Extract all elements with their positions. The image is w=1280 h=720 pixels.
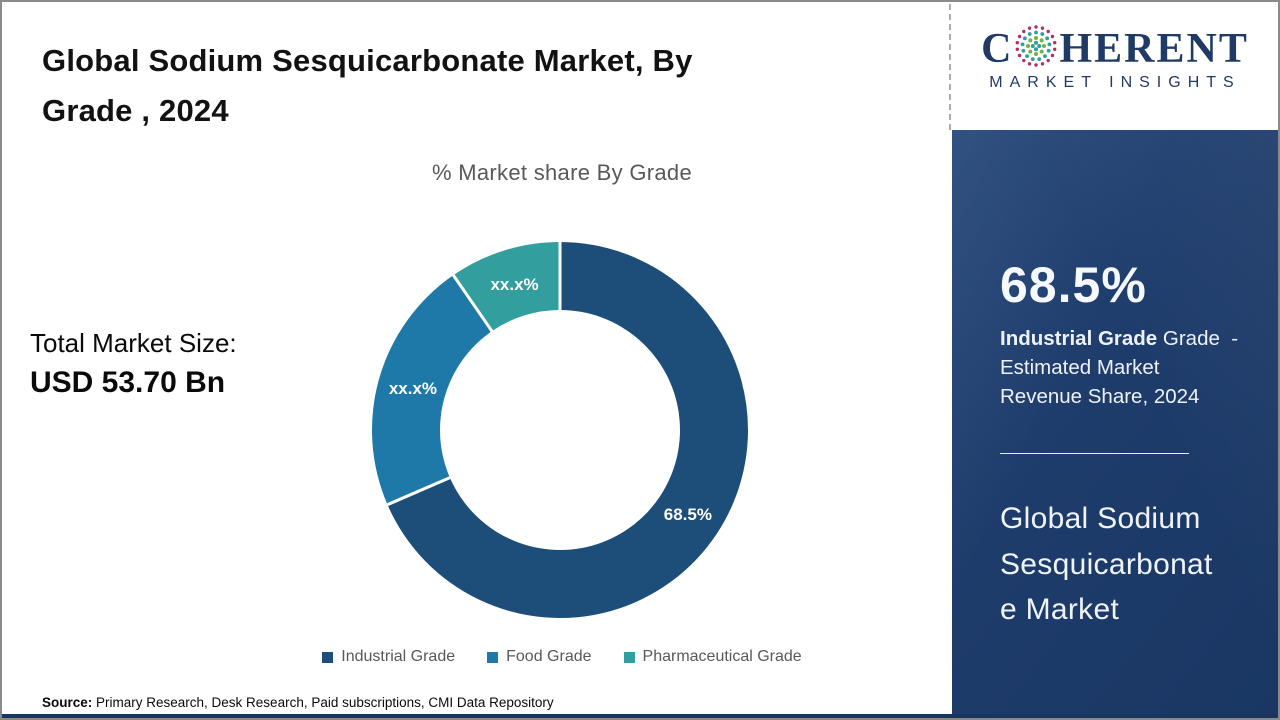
globe-dot xyxy=(1025,54,1030,58)
market-name-line2: Sesquicarbonat xyxy=(1000,547,1213,581)
globe-dot xyxy=(1034,63,1039,67)
brand-logo: C HERENT MARKET INSIGHTS xyxy=(952,2,1278,130)
legend-label-industrial: Industrial Grade xyxy=(341,648,456,665)
globe-dots-icon xyxy=(1016,25,1057,67)
globe-dot xyxy=(1041,62,1045,66)
total-market-size: Total Market Size: USD 53.70 Bn xyxy=(30,328,237,400)
globe-dot xyxy=(1041,26,1045,30)
globe-dot xyxy=(1023,36,1028,41)
stat-desc-rest: Grade - xyxy=(1157,327,1239,350)
globe-dot xyxy=(1022,58,1026,63)
stat-desc-bold: Industrial Grade xyxy=(1000,327,1158,350)
stat-desc-line2: Estimated Market xyxy=(1000,356,1160,379)
globe-dot xyxy=(1034,30,1039,35)
source-note: Source: Primary Research, Desk Research,… xyxy=(42,695,554,710)
globe-dot xyxy=(1016,47,1020,51)
legend-swatch-food xyxy=(487,651,499,663)
total-market-size-label: Total Market Size: xyxy=(30,328,237,358)
total-market-size-value: USD 53.70 Bn xyxy=(30,366,226,399)
donut-slice-0 xyxy=(387,242,748,618)
globe-dot xyxy=(1034,40,1039,45)
donut-slice-divider xyxy=(385,475,453,507)
globe-dot xyxy=(1040,38,1045,43)
globe-dot xyxy=(1018,34,1022,39)
globe-dot xyxy=(1040,49,1045,54)
globe-dot xyxy=(1031,57,1036,62)
market-name-line3: e Market xyxy=(1000,593,1120,626)
donut-slice-1 xyxy=(371,275,492,505)
bottom-accent-bar xyxy=(2,714,1278,718)
brand-tagline: MARKET INSIGHTS xyxy=(989,74,1241,91)
globe-dot xyxy=(1018,53,1022,58)
globe-dot xyxy=(1045,36,1050,41)
donut-slice-label-1: xx.x% xyxy=(389,379,437,398)
page-title-line2: Grade , 2024 xyxy=(42,93,229,128)
wordmark-start: C xyxy=(981,26,1014,72)
dashed-separator xyxy=(949,4,951,130)
chart-legend: Industrial Grade Food Grade Pharmaceutic… xyxy=(162,648,962,666)
market-name-line1: Global Sodium xyxy=(1000,502,1201,535)
globe-dot xyxy=(1028,26,1032,30)
globe-dot xyxy=(1037,44,1042,48)
source-label: Source: xyxy=(42,695,93,710)
legend-item-food: Food Grade xyxy=(487,648,592,666)
stat-value: 68.5% xyxy=(1000,257,1147,313)
legend-item-industrial: Industrial Grade xyxy=(322,648,455,666)
globe-dot xyxy=(1047,48,1052,53)
globe-dot xyxy=(1046,58,1051,63)
legend-swatch-industrial xyxy=(322,651,334,663)
globe-dot xyxy=(1034,36,1039,40)
wordmark-end: HERENT xyxy=(1059,26,1249,72)
globe-dot xyxy=(1034,47,1039,52)
globe-dot xyxy=(1037,57,1042,62)
globe-dot xyxy=(1053,47,1057,51)
highlight-panel: 68.5% Industrial Grade Grade - Estimated… xyxy=(952,130,1278,718)
globe-dot xyxy=(1040,32,1045,36)
panel-divider xyxy=(1000,453,1189,454)
chart-subtitle: % Market share By Grade xyxy=(432,160,692,185)
globe-dot xyxy=(1051,34,1055,39)
globe-dot xyxy=(1021,48,1026,53)
globe-dot xyxy=(1043,54,1048,58)
globe-dot xyxy=(1047,42,1052,47)
globe-dot xyxy=(1042,44,1047,48)
globe-dot xyxy=(1026,44,1031,48)
legend-item-pharmaceutical: Pharmaceutical Grade xyxy=(623,648,802,666)
donut-chart: 68.5% xx.x% xx.x% xyxy=(371,241,748,618)
stat-desc-line1: Industrial Grade Grade - xyxy=(1000,324,1238,353)
stat-desc-line3: Revenue Share, 2024 xyxy=(1000,385,1200,408)
stat-description: Industrial Grade Grade - Estimated Marke… xyxy=(1000,324,1238,411)
globe-dot xyxy=(1034,25,1039,29)
globe-dot xyxy=(1031,44,1036,48)
globe-dot xyxy=(1053,41,1057,45)
globe-dot xyxy=(1022,29,1026,34)
donut-slice-divider xyxy=(451,273,495,334)
globe-dot xyxy=(1028,62,1032,66)
page-title-line1: Global Sodium Sesquicarbonate Market, By xyxy=(42,43,693,78)
globe-dot xyxy=(1028,32,1033,36)
donut-slice-label-2: xx.x% xyxy=(490,275,538,294)
globe-dot xyxy=(1021,42,1025,47)
page-title: Global Sodium Sesquicarbonate Market, By… xyxy=(42,36,693,136)
globe-dot xyxy=(1051,53,1055,58)
globe-dot xyxy=(1028,49,1033,54)
donut-slice-label-0: 68.5% xyxy=(664,505,712,524)
legend-swatch-pharmaceutical xyxy=(623,651,635,663)
coherent-wordmark: C HERENT xyxy=(952,24,1278,71)
source-text: Primary Research, Desk Research, Paid su… xyxy=(92,695,554,710)
globe-dot xyxy=(1028,38,1033,43)
globe-dot xyxy=(1034,52,1039,56)
market-name: Global Sodium Sesquicarbonat e Market xyxy=(1000,496,1213,633)
legend-label-pharmaceutical: Pharmaceutical Grade xyxy=(642,648,802,665)
legend-label-food: Food Grade xyxy=(506,648,592,665)
donut-slice-2 xyxy=(453,242,560,332)
globe-dot xyxy=(1046,29,1051,34)
globe-dot xyxy=(1016,41,1020,45)
